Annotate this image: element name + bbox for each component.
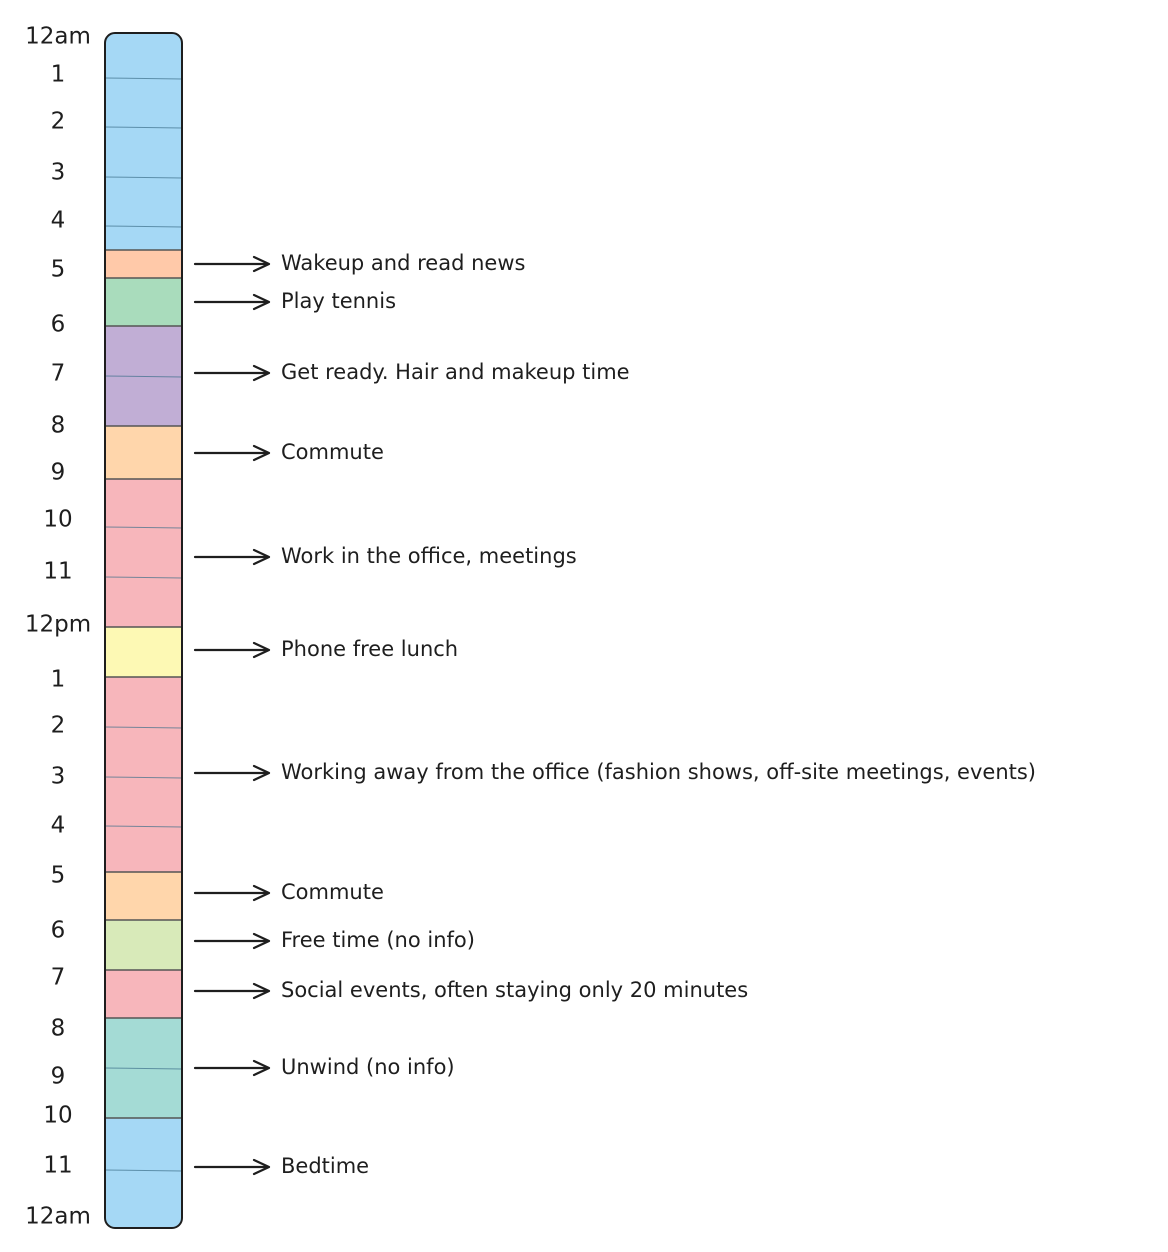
activity-label: Wakeup and read news (281, 251, 525, 275)
time-block (105, 627, 182, 677)
arrow (193, 764, 271, 782)
time-block (105, 872, 182, 920)
activity-label: Commute (281, 440, 384, 464)
hour-label: 7 (51, 361, 66, 387)
hour-label: 10 (43, 507, 72, 533)
arrow (193, 548, 271, 566)
time-block (105, 970, 182, 1018)
time-bar-outline (104, 32, 183, 1229)
activity-label: Bedtime (281, 1154, 369, 1178)
hour-label: 8 (51, 413, 66, 439)
hour-label: 12am (25, 1204, 91, 1230)
hour-label: 3 (51, 160, 66, 186)
hour-label: 2 (51, 109, 66, 135)
arrow (193, 641, 271, 659)
hour-label: 5 (51, 257, 66, 283)
arrow (193, 255, 271, 273)
hour-label: 5 (51, 863, 66, 889)
hour-label: 1 (51, 62, 66, 88)
hour-label: 12am (25, 24, 91, 50)
hour-label: 4 (51, 813, 66, 839)
time-block (105, 33, 182, 250)
time-block (105, 479, 182, 627)
activity-label: Play tennis (281, 289, 396, 313)
activity-label: Work in the office, meetings (281, 544, 577, 568)
time-block (105, 426, 182, 479)
arrow (193, 932, 271, 950)
hour-label: 7 (51, 965, 66, 991)
time-block (105, 1118, 182, 1228)
hour-divider (105, 375, 182, 378)
activity-label: Get ready. Hair and makeup time (281, 360, 630, 384)
arrow (193, 982, 271, 1000)
hour-label: 11 (43, 559, 72, 585)
hour-divider (105, 77, 182, 80)
time-block (105, 278, 182, 326)
hour-label: 12pm (25, 612, 91, 638)
hour-divider (105, 126, 182, 129)
activity-label: Social events, often staying only 20 min… (281, 978, 748, 1002)
time-bar (105, 33, 182, 1228)
hour-divider (105, 776, 182, 779)
hour-label: 9 (51, 1064, 66, 1090)
arrow (193, 1158, 271, 1176)
hour-divider (105, 1169, 182, 1172)
time-block (105, 677, 182, 872)
time-block (105, 920, 182, 970)
arrow (193, 293, 271, 311)
hour-divider (105, 576, 182, 579)
hour-divider (105, 176, 182, 179)
activity-label: Phone free lunch (281, 637, 458, 661)
hour-divider (105, 825, 182, 828)
hour-label: 11 (43, 1153, 72, 1179)
arrow (193, 364, 271, 382)
hour-divider (105, 526, 182, 529)
hour-label: 6 (51, 312, 66, 338)
arrow (193, 1059, 271, 1077)
hour-label: 2 (51, 713, 66, 739)
hour-label: 10 (43, 1103, 72, 1129)
activity-label: Commute (281, 880, 384, 904)
hour-divider (105, 726, 182, 729)
hour-divider (105, 1067, 182, 1070)
hour-label: 6 (51, 918, 66, 944)
activity-label: Free time (no info) (281, 928, 475, 952)
arrow (193, 444, 271, 462)
hour-label: 9 (51, 460, 66, 486)
arrow (193, 884, 271, 902)
hour-label: 4 (51, 208, 66, 234)
hour-label: 8 (51, 1016, 66, 1042)
hour-label: 3 (51, 764, 66, 790)
hour-divider (105, 225, 182, 228)
time-block (105, 250, 182, 278)
activity-label: Working away from the office (fashion sh… (281, 760, 1036, 784)
hour-label: 1 (51, 667, 66, 693)
activity-label: Unwind (no info) (281, 1055, 455, 1079)
